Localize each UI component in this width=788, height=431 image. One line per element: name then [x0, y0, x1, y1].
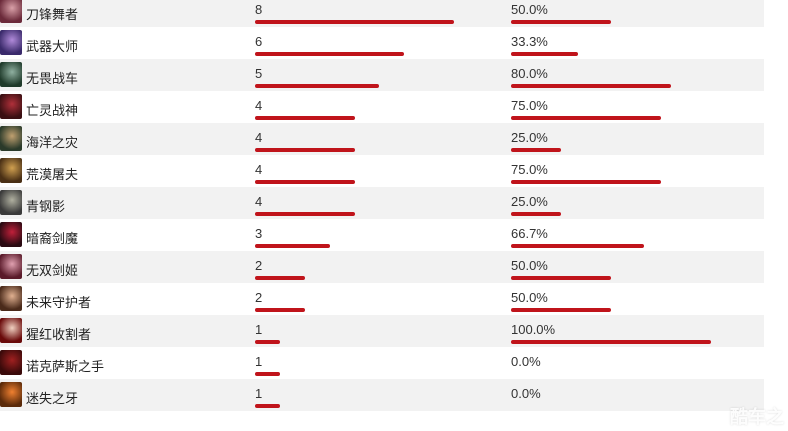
pick-count-bar	[255, 372, 280, 376]
hero-name: 未来守护者	[26, 295, 92, 310]
pick-count-bar	[255, 276, 305, 280]
pick-count: 8	[255, 2, 263, 17]
table-row: 无双剑姬 2 50.0%	[0, 251, 764, 283]
hero-name: 海洋之灾	[26, 135, 79, 150]
hero-name: 诺克萨斯之手	[26, 359, 105, 374]
pick-count: 4	[255, 194, 263, 209]
pick-count: 2	[255, 290, 263, 305]
pick-count: 1	[255, 322, 263, 337]
win-rate-bar	[511, 244, 645, 248]
pick-count: 4	[255, 130, 263, 145]
win-rate: 33.3%	[511, 34, 548, 49]
pick-count: 6	[255, 34, 263, 49]
hero-name: 无畏战车	[26, 71, 79, 86]
table-row: 无畏战车 5 80.0%	[0, 59, 764, 91]
win-rate-bar	[511, 276, 611, 280]
win-rate: 75.0%	[511, 162, 548, 177]
hero-name: 无双剑姬	[26, 263, 79, 278]
pick-count-bar	[255, 52, 405, 56]
win-rate: 50.0%	[511, 258, 548, 273]
hero-avatar	[0, 30, 22, 55]
hero-name: 暗裔剑魔	[26, 231, 79, 246]
pick-count: 4	[255, 162, 263, 177]
hero-name: 荒漠屠夫	[26, 167, 79, 182]
hero-avatar	[0, 126, 22, 151]
pick-count-bar	[255, 148, 355, 152]
table-row: 暗裔剑魔 3 66.7%	[0, 219, 764, 251]
pick-count-bar	[255, 84, 380, 88]
hero-name: 亡灵战神	[26, 103, 79, 118]
win-rate-bar	[511, 180, 661, 184]
hero-avatar	[0, 254, 22, 279]
table-row: 亡灵战神 4 75.0%	[0, 91, 764, 123]
pick-count-bar	[255, 340, 280, 344]
scrollbar-track[interactable]	[772, 0, 788, 431]
table-row: 武器大师 6 33.3%	[0, 27, 764, 59]
win-rate: 0.0%	[511, 386, 541, 401]
pick-count: 1	[255, 354, 263, 369]
hero-avatar	[0, 62, 22, 87]
table-row: 荒漠屠夫 4 75.0%	[0, 155, 764, 187]
win-rate-bar	[511, 84, 671, 88]
hero-avatar	[0, 0, 22, 23]
table-row: 猩红收割者 1 100.0%	[0, 315, 764, 347]
win-rate-bar	[511, 20, 611, 24]
win-rate: 100.0%	[511, 322, 556, 337]
pick-count: 3	[255, 226, 263, 241]
win-rate-bar	[511, 116, 661, 120]
pick-count-bar	[255, 308, 305, 312]
pick-count-bar	[255, 116, 355, 120]
hero-name: 刀锋舞者	[26, 7, 79, 22]
hero-avatar	[0, 222, 22, 247]
hero-avatar	[0, 350, 22, 375]
hero-avatar	[0, 286, 22, 311]
win-rate-bar	[511, 52, 578, 56]
hero-avatar	[0, 382, 22, 407]
win-rate: 0.0%	[511, 354, 541, 369]
win-rate: 66.7%	[511, 226, 548, 241]
pick-count: 2	[255, 258, 263, 273]
table-row: 诺克萨斯之手 1 0.0%	[0, 347, 764, 379]
win-rate: 25.0%	[511, 130, 548, 145]
hero-avatar	[0, 158, 22, 183]
table-row: 青钢影 4 25.0%	[0, 187, 764, 219]
hero-avatar	[0, 94, 22, 119]
table-row: 海洋之灾 4 25.0%	[0, 123, 764, 155]
pick-count-bar	[255, 212, 355, 216]
win-rate: 25.0%	[511, 194, 548, 209]
hero-avatar	[0, 190, 22, 215]
hero-name: 猩红收割者	[26, 327, 92, 342]
hero-avatar	[0, 318, 22, 343]
pick-count-bar	[255, 20, 454, 24]
win-rate: 50.0%	[511, 2, 548, 17]
hero-name: 青钢影	[26, 199, 66, 214]
watermark: 酷车之	[730, 407, 784, 427]
pick-count: 5	[255, 66, 263, 81]
win-rate: 75.0%	[511, 98, 548, 113]
hero-stats-table: 刀锋舞者 8 50.0% 武器大师 6 33.3% 无畏战车 5 80.0% 亡…	[0, 0, 764, 411]
win-rate-bar	[511, 340, 711, 344]
table-row: 刀锋舞者 8 50.0%	[0, 0, 764, 27]
pick-count: 1	[255, 386, 263, 401]
win-rate-bar	[511, 212, 561, 216]
pick-count-bar	[255, 244, 330, 248]
win-rate-bar	[511, 148, 561, 152]
win-rate: 80.0%	[511, 66, 548, 81]
table-row: 迷失之牙 1 0.0%	[0, 379, 764, 411]
hero-name: 武器大师	[26, 39, 79, 54]
pick-count: 4	[255, 98, 263, 113]
win-rate-bar	[511, 308, 611, 312]
win-rate: 50.0%	[511, 290, 548, 305]
table-row: 未来守护者 2 50.0%	[0, 283, 764, 315]
hero-name: 迷失之牙	[26, 391, 79, 406]
pick-count-bar	[255, 404, 280, 408]
pick-count-bar	[255, 180, 355, 184]
